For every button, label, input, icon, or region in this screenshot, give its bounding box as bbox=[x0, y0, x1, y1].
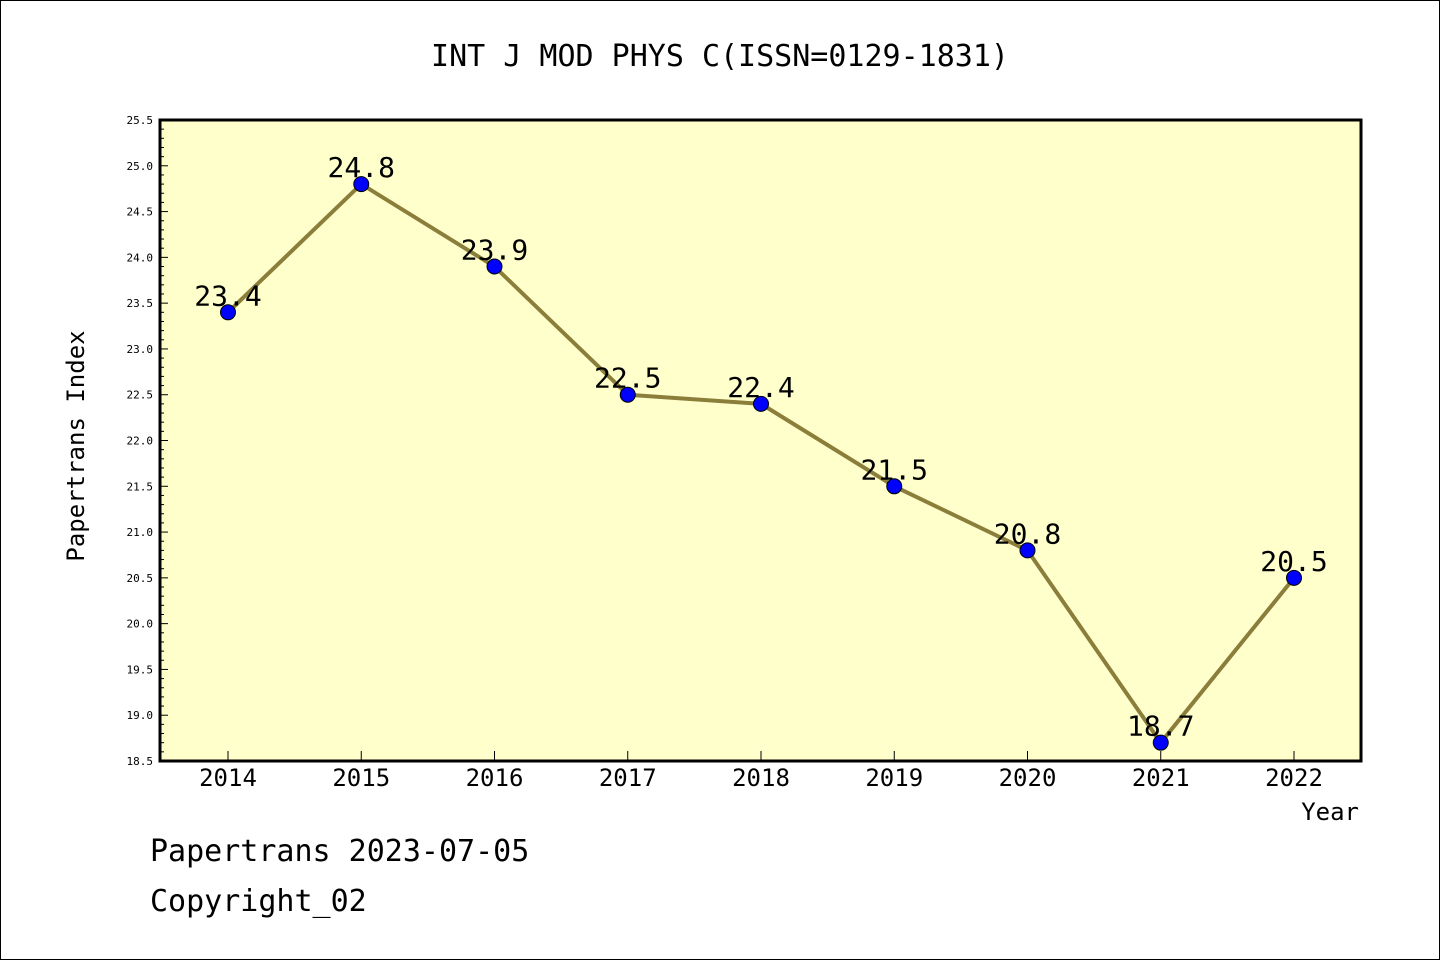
x-tick-label: 2018 bbox=[732, 764, 790, 792]
data-label: 23.4 bbox=[194, 279, 261, 312]
data-label: 22.4 bbox=[727, 371, 794, 404]
data-label: 23.9 bbox=[461, 234, 528, 267]
series-layer: 23.4 24.8 23.9 22.5 22.4 21.5 20.8 18.7 20.5 bbox=[194, 151, 1328, 751]
x-tick-label: 2017 bbox=[599, 764, 657, 792]
x-axis-label: Year bbox=[1301, 798, 1359, 826]
y-axis: 18.5 19.0 19.5 20.0 20.5 21.0 21.5 22.0 22.5 23.0… bbox=[127, 114, 168, 768]
y-tick-label: 20.5 bbox=[127, 572, 154, 585]
x-tick-label: 2020 bbox=[999, 764, 1057, 792]
data-point bbox=[486, 258, 503, 275]
y-tick-label: 21.5 bbox=[127, 480, 154, 493]
y-tick-label: 19.5 bbox=[127, 663, 154, 676]
y-tick-label: 25.5 bbox=[127, 114, 154, 127]
data-label: 20.5 bbox=[1260, 545, 1327, 578]
y-tick-label: 23.5 bbox=[127, 297, 154, 310]
data-point bbox=[1286, 569, 1302, 586]
data-point bbox=[220, 304, 236, 321]
data-label: 22.5 bbox=[594, 362, 661, 395]
y-tick-label: 24.5 bbox=[127, 206, 154, 219]
data-point bbox=[1019, 542, 1036, 559]
y-tick-label: 22.5 bbox=[127, 389, 154, 402]
x-tick-label: 2021 bbox=[1132, 764, 1190, 792]
data-label: 21.5 bbox=[861, 453, 928, 486]
x-tick-label: 2015 bbox=[332, 764, 390, 792]
y-axis-label: Papertrans Index bbox=[62, 330, 90, 561]
y-tick-label: 25.0 bbox=[127, 160, 154, 173]
y-tick-label: 23.0 bbox=[127, 343, 154, 356]
footer-date: Papertrans 2023-07-05 bbox=[150, 834, 530, 869]
data-point bbox=[1152, 734, 1169, 751]
y-tick-label: 21.0 bbox=[127, 526, 154, 539]
data-point bbox=[753, 395, 769, 412]
x-tick-label: 2019 bbox=[865, 764, 923, 792]
y-tick-label: 20.0 bbox=[127, 618, 154, 631]
data-label: 18.7 bbox=[1127, 710, 1194, 743]
x-tick-label: 2022 bbox=[1265, 764, 1323, 792]
y-tick-label: 24.0 bbox=[127, 251, 154, 264]
y-tick-label: 22.0 bbox=[127, 435, 154, 448]
data-point bbox=[886, 478, 903, 495]
data-point bbox=[619, 386, 636, 403]
data-label: 20.8 bbox=[994, 517, 1061, 550]
x-tick-label: 2014 bbox=[199, 764, 257, 792]
data-point bbox=[353, 176, 370, 193]
y-tick-label: 18.5 bbox=[127, 755, 154, 768]
footer-copyright: Copyright_02 bbox=[150, 884, 367, 919]
x-tick-label: 2016 bbox=[466, 764, 524, 792]
plot-area bbox=[158, 118, 1363, 763]
y-tick-label: 19.0 bbox=[127, 709, 154, 722]
x-axis: 2014 2015 2016 2017 2018 2019 2020 2021 2022 bbox=[199, 751, 1323, 792]
data-label: 24.8 bbox=[328, 151, 395, 184]
chart-title: INT J MOD PHYS C(ISSN=0129-1831) bbox=[431, 39, 1009, 74]
